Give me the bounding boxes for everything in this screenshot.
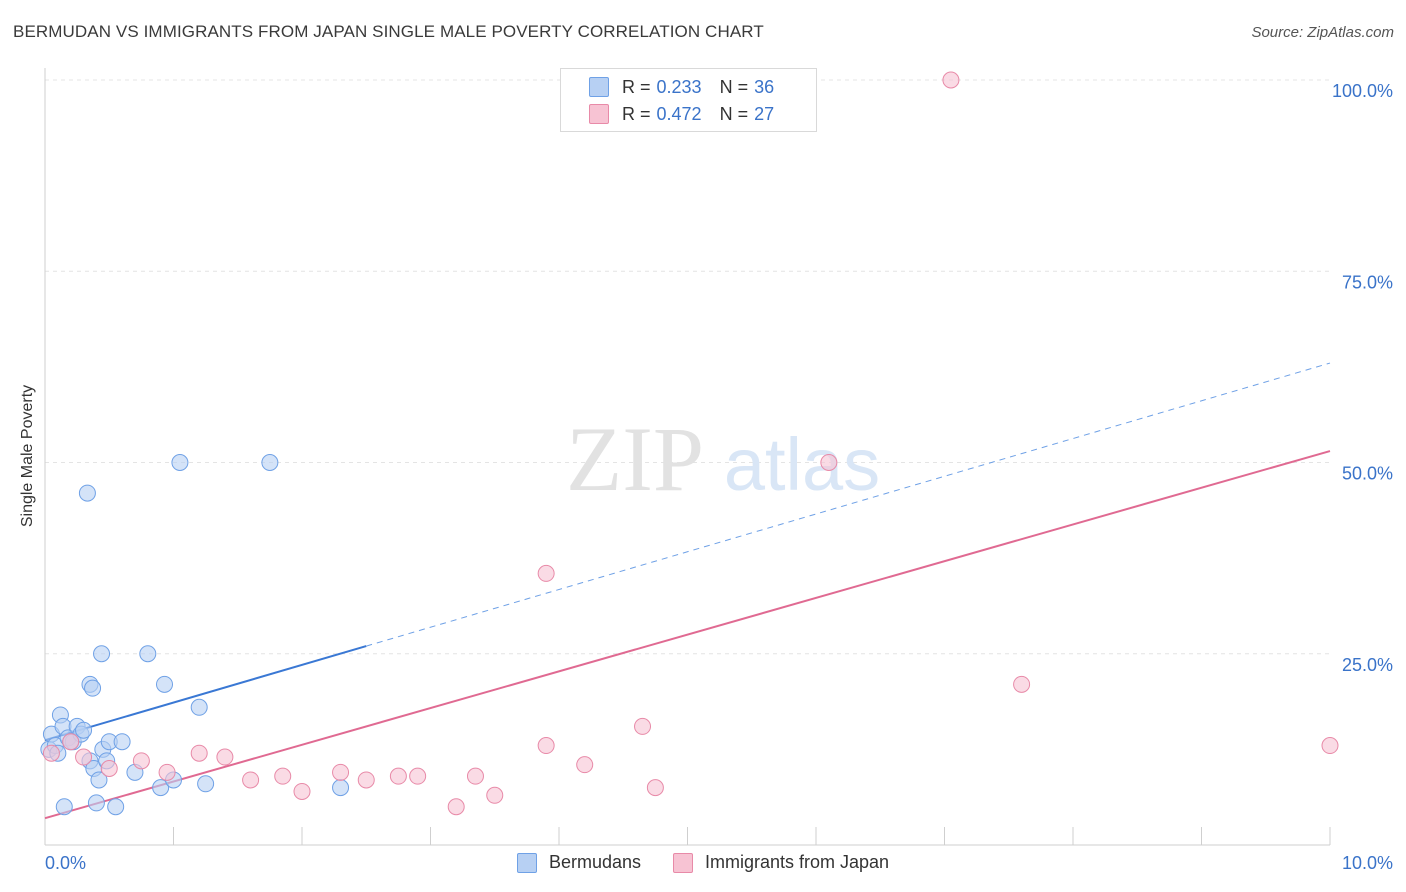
- point-japan[interactable]: [537, 564, 555, 582]
- y-tick-label: 50.0%: [1342, 464, 1393, 484]
- point-bermudans[interactable]: [55, 798, 73, 816]
- gridlines: [45, 79, 1330, 655]
- point-japan[interactable]: [190, 744, 208, 762]
- point-japan[interactable]: [62, 733, 80, 751]
- point-japan[interactable]: [389, 767, 407, 785]
- point-japan[interactable]: [42, 744, 60, 762]
- point-japan[interactable]: [75, 748, 93, 766]
- point-bermudans[interactable]: [75, 721, 93, 739]
- point-japan[interactable]: [1013, 675, 1031, 693]
- point-bermudans[interactable]: [332, 779, 350, 797]
- point-bermudans[interactable]: [78, 484, 96, 502]
- point-japan[interactable]: [646, 779, 664, 797]
- legend-n-value: 36: [754, 76, 775, 97]
- trend-line-extension: [366, 362, 1331, 647]
- y-tick-label: 25.0%: [1342, 655, 1393, 675]
- point-bermudans[interactable]: [84, 679, 102, 697]
- point-bermudans[interactable]: [107, 798, 125, 816]
- legend-r-label: R =: [622, 103, 651, 124]
- point-japan[interactable]: [274, 767, 292, 785]
- x-tick-label: 10.0%: [1342, 853, 1393, 873]
- legend-n-label: N =: [719, 76, 749, 97]
- tick-labels: 100.0% 75.0% 50.0% 25.0% 0.0% 10.0%: [45, 81, 1393, 873]
- stats-legend: R = 0.233 N = 36 R = 0.472 N = 27: [560, 68, 817, 132]
- chart-title: BERMUDAN VS IMMIGRANTS FROM JAPAN SINGLE…: [13, 22, 764, 41]
- legend-item-japan: Immigrants from Japan: [673, 852, 889, 873]
- point-japan[interactable]: [942, 71, 960, 89]
- point-bermudans[interactable]: [152, 779, 170, 797]
- point-japan[interactable]: [486, 786, 504, 804]
- point-bermudans[interactable]: [261, 454, 279, 471]
- data-points: [40, 71, 1339, 816]
- legend-row-bermudans: R = 0.233 N = 36: [589, 75, 774, 99]
- point-japan[interactable]: [332, 763, 350, 781]
- legend-swatch-blue: [516, 852, 537, 873]
- trend-lines: [44, 362, 1331, 820]
- legend-n-label: N =: [719, 103, 749, 124]
- legend-label: Bermudans: [548, 852, 641, 872]
- legend-r-value: 0.233: [656, 76, 702, 97]
- point-japan[interactable]: [158, 763, 176, 781]
- legend-label: Immigrants from Japan: [705, 852, 890, 872]
- point-japan[interactable]: [576, 756, 594, 774]
- axes: [44, 68, 1331, 846]
- legend-n-value: 27: [754, 103, 775, 124]
- legend-swatch-pink: [673, 852, 693, 873]
- point-japan[interactable]: [1321, 737, 1339, 755]
- point-bermudans[interactable]: [156, 675, 174, 693]
- point-japan[interactable]: [293, 782, 311, 800]
- point-bermudans[interactable]: [90, 771, 108, 789]
- point-japan[interactable]: [537, 737, 555, 755]
- y-tick-label: 100.0%: [1332, 81, 1393, 101]
- point-japan[interactable]: [216, 748, 234, 766]
- legend-r-label: R =: [622, 76, 651, 97]
- legend-r-value: 0.472: [656, 103, 702, 124]
- point-japan[interactable]: [409, 767, 427, 785]
- legend-swatch-pink: [589, 104, 609, 124]
- y-tick-label: 75.0%: [1342, 272, 1393, 292]
- trend-line-bermudans: [44, 645, 367, 742]
- point-bermudans[interactable]: [171, 454, 189, 471]
- legend-swatch-blue: [589, 77, 609, 97]
- watermark-zip: ZIP: [566, 408, 704, 510]
- point-japan[interactable]: [634, 717, 652, 735]
- watermark-atlas: atlas: [724, 423, 880, 506]
- source-label: Source: ZipAtlas.com: [1251, 24, 1394, 41]
- point-bermudans[interactable]: [93, 645, 111, 663]
- point-japan[interactable]: [466, 767, 484, 785]
- legend-item-bermudans: Bermudans: [516, 852, 641, 873]
- point-bermudans[interactable]: [87, 794, 105, 812]
- point-japan[interactable]: [357, 771, 375, 789]
- point-japan[interactable]: [242, 771, 260, 789]
- point-bermudans[interactable]: [190, 698, 208, 716]
- point-japan[interactable]: [820, 454, 838, 471]
- point-japan[interactable]: [132, 752, 150, 770]
- trend-line-japan: [44, 450, 1331, 820]
- point-japan[interactable]: [100, 760, 118, 777]
- point-japan[interactable]: [447, 798, 465, 816]
- point-bermudans[interactable]: [197, 775, 215, 793]
- legend-row-japan: R = 0.472 N = 27: [589, 102, 774, 126]
- x-tick-label: 0.0%: [45, 853, 86, 873]
- series-legend: Bermudans Immigrants from Japan: [0, 852, 1406, 873]
- point-bermudans[interactable]: [113, 733, 131, 751]
- point-bermudans[interactable]: [139, 645, 157, 663]
